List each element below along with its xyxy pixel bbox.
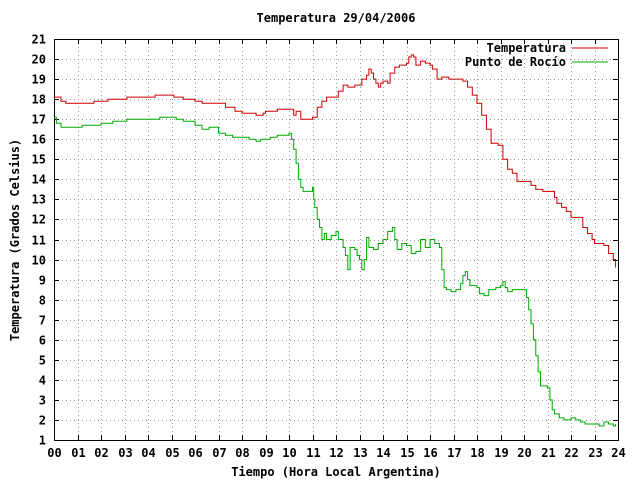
y-tick-label: 8 bbox=[39, 294, 46, 308]
x-tick-label: 00 bbox=[47, 446, 61, 460]
y-tick-label: 9 bbox=[39, 274, 46, 288]
x-tick-label: 03 bbox=[118, 446, 132, 460]
x-tick-label: 16 bbox=[423, 446, 437, 460]
x-tick-label: 09 bbox=[259, 446, 273, 460]
y-tick-label: 13 bbox=[32, 193, 46, 207]
series-lines bbox=[54, 54, 617, 427]
x-tick-label: 13 bbox=[353, 446, 367, 460]
y-tick-label: 6 bbox=[39, 334, 46, 348]
x-tick-label: 21 bbox=[541, 446, 555, 460]
series-line-temperatura bbox=[54, 54, 617, 268]
x-tick-label: 05 bbox=[165, 446, 179, 460]
y-tick-label: 19 bbox=[32, 73, 46, 87]
x-tick-label: 08 bbox=[235, 446, 249, 460]
y-tick-label: 3 bbox=[39, 394, 46, 408]
y-tick-label: 11 bbox=[32, 234, 46, 248]
x-tick-label: 07 bbox=[212, 446, 226, 460]
x-tick-label: 11 bbox=[306, 446, 320, 460]
x-tick-label: 10 bbox=[282, 446, 296, 460]
x-tick-label: 12 bbox=[329, 446, 343, 460]
x-tick-label: 23 bbox=[588, 446, 602, 460]
x-tick-label: 17 bbox=[447, 446, 461, 460]
y-tick-label: 5 bbox=[39, 354, 46, 368]
y-tick-label: 4 bbox=[39, 374, 46, 388]
x-tick-label: 20 bbox=[517, 446, 531, 460]
legend-label: Punto de Rocío bbox=[465, 55, 566, 69]
y-tick-label: 1 bbox=[39, 434, 46, 448]
x-tick-label: 15 bbox=[400, 446, 414, 460]
y-tick-label: 15 bbox=[32, 153, 46, 167]
grid bbox=[54, 39, 618, 440]
x-tick-label: 19 bbox=[494, 446, 508, 460]
y-tick-label: 16 bbox=[32, 133, 46, 147]
y-axis-label: Temperatura (Grados Celsius) bbox=[8, 139, 22, 341]
chart-title: Temperatura 29/04/2006 bbox=[257, 11, 416, 25]
series-line-punto-de-rocio bbox=[54, 116, 617, 427]
y-tick-label: 21 bbox=[32, 33, 46, 47]
y-tick-label: 18 bbox=[32, 93, 46, 107]
y-tick-label: 2 bbox=[39, 414, 46, 428]
x-tick-label: 18 bbox=[470, 446, 484, 460]
y-tick-label: 7 bbox=[39, 314, 46, 328]
y-tick-label: 10 bbox=[32, 254, 46, 268]
legend-label: Temperatura bbox=[487, 41, 566, 55]
y-tick-label: 17 bbox=[32, 113, 46, 127]
x-tick-label: 06 bbox=[188, 446, 202, 460]
x-tick-label: 24 bbox=[611, 446, 625, 460]
y-tick-label: 14 bbox=[32, 173, 46, 187]
x-tick-label: 01 bbox=[71, 446, 85, 460]
x-axis-ticks: 00 01 02 03 04 05 06 07 08 09 10 11 12 13 14 15 16 17 18 19… bbox=[47, 39, 626, 460]
x-tick-label: 22 bbox=[564, 446, 578, 460]
x-tick-label: 04 bbox=[141, 446, 155, 460]
y-tick-label: 12 bbox=[32, 213, 46, 227]
x-axis-label: Tiempo (Hora Local Argentina) bbox=[231, 465, 441, 479]
x-tick-label: 14 bbox=[376, 446, 390, 460]
y-tick-label: 20 bbox=[32, 53, 46, 67]
x-tick-label: 02 bbox=[94, 446, 108, 460]
